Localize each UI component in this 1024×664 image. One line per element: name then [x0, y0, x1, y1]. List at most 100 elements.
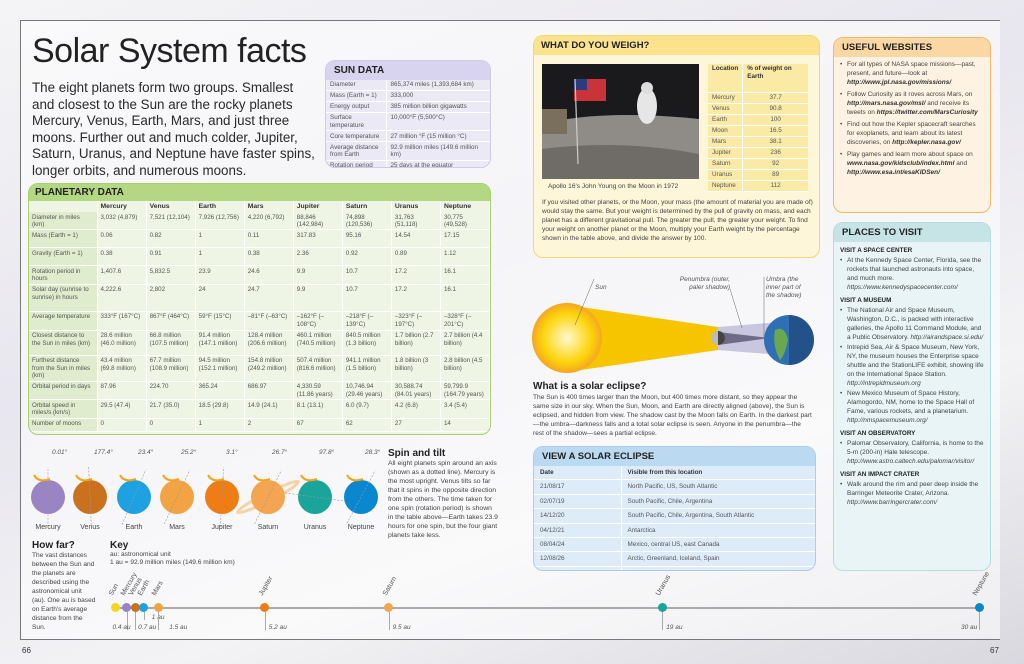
cell-value: 17.15 [440, 229, 490, 249]
scale-dot-uranus [657, 603, 667, 612]
planet-table-row: Mass (Earth = 1) 0.06 0.82 1 0.11 317.83 95.16… [29, 229, 490, 249]
cell-value: 3,032 (4,879) [97, 212, 147, 231]
cell-value: 4,222.6 [97, 284, 147, 312]
place-link[interactable]: https://www.kennedyspacecenter.com/ [847, 284, 958, 291]
website-link[interactable]: http://www.jpl.nasa.gov/missions/ [847, 79, 952, 86]
how-far-title: How far? [32, 540, 75, 551]
astronaut-moon-photo [542, 64, 699, 179]
planet-name: Mercury [35, 524, 61, 531]
website-link[interactable]: http://kepler.nasa.gov/ [892, 139, 961, 146]
sun-data-row: Surface temperature 10,000°F (5,500°C) [326, 112, 490, 132]
cell-value: 66.8 million (107.5 million) [146, 330, 196, 356]
website-link[interactable]: https://twitter.com/MarsCuriosity [876, 109, 978, 116]
eclipse-location: Antarctica [621, 523, 815, 539]
place-list: Palomar Observatory, California, is home… [840, 439, 984, 466]
weigh-box: WHAT DO YOU WEIGH? Location% of weight o… [533, 35, 820, 258]
row-label: Solar day (sunrise to sunrise) in hours [29, 284, 98, 312]
spin-arrow-icon [162, 474, 180, 482]
cell-value: 10.7 [342, 265, 392, 285]
cell-value: 1.12 [440, 247, 490, 267]
spin-arrow-icon [346, 474, 364, 482]
cell-value: 7,926 (12,756) [195, 212, 245, 231]
spin-arrow-icon [300, 474, 318, 482]
column-header: Saturn [342, 201, 392, 212]
websites-box: USEFUL WEBSITES For all types of NASA sp… [833, 37, 991, 213]
row-label: Orbital speed in miles/s (km/s) [29, 399, 98, 419]
cell-value: 14.9 (24.1) [244, 399, 294, 419]
page-number-right: 67 [990, 646, 999, 655]
place-heading: VISIT AN IMPACT CRATER [840, 471, 920, 478]
weight-location: Saturn [708, 158, 744, 170]
sun-shape [532, 303, 602, 373]
weight-percent: 100 [742, 114, 808, 126]
tilt-angle: 3.1° [226, 449, 238, 456]
page-number-left: 66 [22, 646, 31, 655]
tilt-angle: 0.01° [52, 449, 68, 456]
cell-value: –323°F (–197°C) [391, 311, 441, 331]
spin-tilt-diagram [31, 466, 378, 528]
how-far-text: The vast distances between the Sun and t… [32, 552, 96, 631]
eclipse-location: Arctic, Greenland, Iceland, Spain [621, 551, 815, 567]
spin-axis [88, 467, 92, 527]
cell-value: 30,588.74 (84.01 years) [391, 381, 441, 401]
planet-table-row: Number of moons 0 0 1 2 67 62 27 14 [29, 418, 490, 432]
spin-axis [254, 470, 282, 524]
cell-value: 1 [195, 229, 245, 249]
weight-row: Mercury 37.7 [708, 92, 808, 104]
au-value: 0.4 au [112, 624, 131, 631]
cell-value: 14 [440, 418, 490, 432]
penumbra-label: Penumbra (outer, paler shadow) [679, 276, 730, 291]
place-link[interactable]: http://intrepidmuseum.org [847, 380, 921, 387]
place-text: At the Kennedy Space Center, Florida, se… [847, 257, 982, 282]
planetary-data-table: Mercury Venus Earth Mars Jupiter Saturn Uranus… [29, 201, 490, 432]
cell-value: 67.7 million (108.9 million) [146, 355, 196, 382]
key-section: Key au: astronomical unit 1 au = 92.9 mi… [110, 540, 310, 567]
place-link[interactable]: http://airandspace.si.edu/ [910, 334, 984, 341]
website-link[interactable]: www.nasa.gov/kidsclub/index.html [847, 160, 955, 167]
eclipse-row: 02/08/27Spain, north Africa, Saudi Arabi… [534, 566, 815, 570]
spin-tilt-title: Spin and tilt [388, 448, 446, 459]
website-text: and [956, 160, 968, 167]
sun-data-row: Diameter 865,374 miles (1,393,684 km) [326, 80, 490, 91]
cell-value: 0 [97, 418, 147, 432]
website-link[interactable]: http://mars.nasa.gov/msl/ [847, 100, 926, 107]
website-link[interactable]: http://www.esa.int/esaKIDSen/ [847, 169, 940, 176]
cell-value: 31,763 (51,118) [391, 212, 441, 231]
weight-location: Mercury [708, 92, 744, 104]
sun-data-label: Diameter [326, 80, 387, 91]
cell-value: 128.4 million (206.6 million) [244, 330, 294, 356]
place-list: Walk around the rim and peer deep inside… [840, 480, 984, 507]
cell-value: 507.4 million (816.6 million) [293, 355, 343, 382]
planet-name: Neptune [347, 524, 375, 531]
photo-caption: Apollo 16's John Young on the Moon in 19… [548, 183, 679, 190]
eclipse-location: South Pacific, Chile, Argentina [621, 494, 815, 510]
planetary-data-box: PLANETARY DATA Mercury Venus Earth Mars Jupi… [28, 183, 491, 435]
sun-data-row: Rotation period 25 days at the equator [326, 160, 490, 167]
place-link[interactable]: http://www.astro.caltech.edu/palomar/vis… [847, 458, 975, 465]
cell-value: 365.24 [195, 381, 245, 401]
percent-header: % of weight on Earth [742, 64, 808, 93]
weight-percent: 112 [742, 180, 808, 192]
cell-value: –162°F (–108°C) [293, 311, 343, 331]
places-list: VISIT A SPACE CENTER At the Kennedy Space… [834, 246, 990, 507]
row-label: Orbital period in days [29, 381, 98, 401]
scale-dot-mercury [122, 603, 132, 612]
place-link[interactable]: http://nmspacemuseum.org/ [847, 417, 928, 424]
place-link[interactable]: http://www.barringercrater.com/ [847, 499, 938, 506]
weight-percent: 37.7 [742, 92, 808, 104]
tilt-angle: 177.4° [94, 449, 113, 456]
scale-dot-earth [139, 603, 149, 612]
key-line-1: au: astronomical unit [110, 551, 171, 558]
scale-tick [264, 612, 266, 630]
cell-value: 1.8 billion (3 billion) [391, 355, 441, 382]
weight-percent: 16.5 [742, 125, 808, 137]
spin-arrow-icon [253, 474, 271, 482]
cell-value: 24.7 [244, 284, 294, 312]
cell-value: 1 [195, 247, 245, 267]
cell-value: 3.4 (5.4) [440, 399, 490, 419]
cell-value: 29.5 (47.4) [97, 399, 147, 419]
eclipse-location: Spain, north Africa, Saudi Arabia, Yemen [621, 566, 815, 570]
row-label: Average temperature [29, 311, 98, 331]
cell-value: 2.36 [293, 247, 343, 267]
tilt-angle: 97.8° [319, 449, 335, 456]
